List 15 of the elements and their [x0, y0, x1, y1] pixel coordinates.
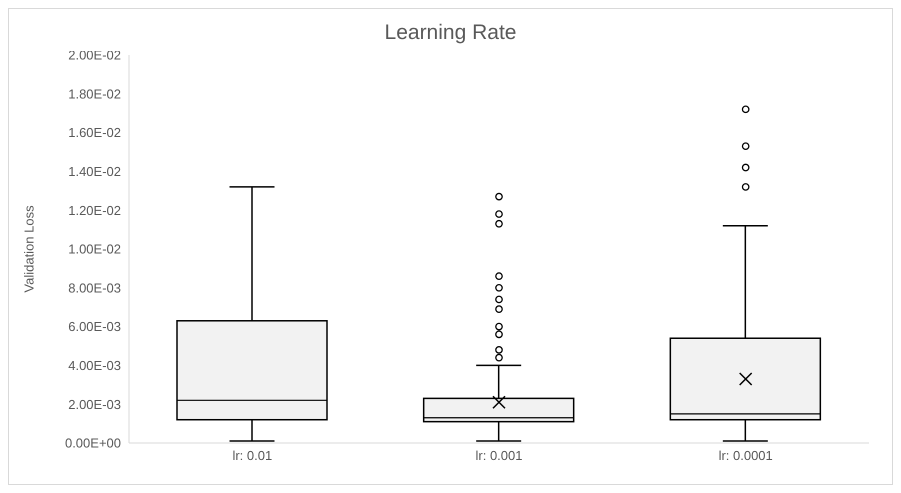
y-tick-label: 1.60E-02	[68, 125, 121, 140]
x-tick-label: lr: 0.0001	[718, 448, 773, 464]
y-tick-label: 4.00E-03	[68, 358, 121, 374]
y-tick-label: 0.00E+00	[64, 436, 121, 451]
y-tick-label: 2.00E-03	[68, 396, 121, 412]
y-tick-label: 1.40E-02	[68, 164, 121, 180]
chart-title: Learning Rate	[384, 21, 516, 44]
y-axis-title: Validation Loss	[22, 204, 37, 293]
x-tick-label: lr: 0.01	[232, 448, 272, 464]
y-tick-label: 6.00E-03	[68, 319, 121, 334]
y-tick-label: 1.80E-02	[68, 86, 121, 102]
y-tick-label: 8.00E-03	[68, 280, 121, 296]
x-tick-label: lr: 0.001	[476, 448, 522, 464]
y-tick-label: 1.00E-02	[68, 242, 121, 257]
y-tick-label: 1.20E-02	[68, 202, 121, 218]
